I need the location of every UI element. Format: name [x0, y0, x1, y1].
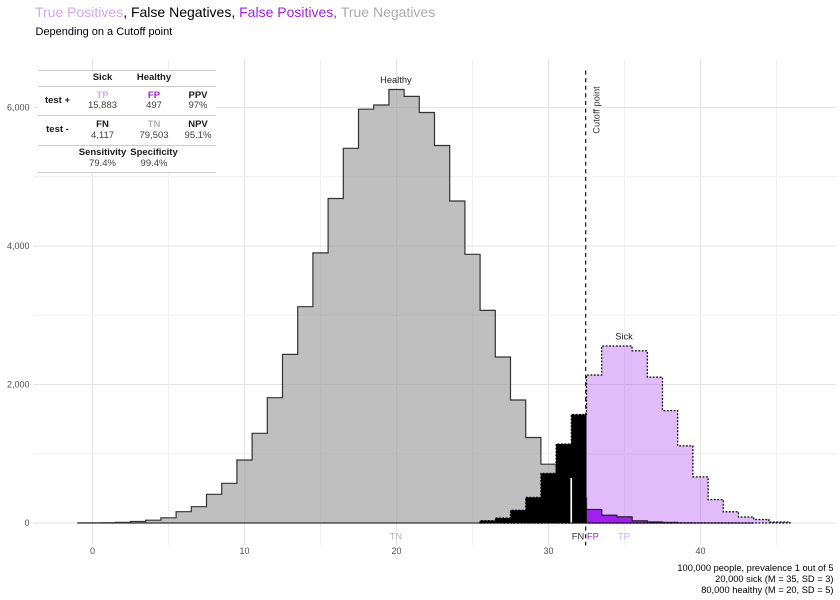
svg-text:40: 40: [695, 546, 705, 556]
svg-text:0: 0: [90, 546, 95, 556]
svg-text:TN: TN: [390, 532, 402, 542]
svg-text:FN: FN: [572, 532, 584, 542]
svg-text:Cutoff point: Cutoff point: [592, 86, 602, 134]
svg-text:6,000: 6,000: [7, 103, 30, 113]
svg-text:2,000: 2,000: [7, 380, 30, 390]
svg-text:0: 0: [24, 518, 29, 528]
svg-text:Healthy: Healthy: [380, 75, 412, 85]
svg-text:20: 20: [391, 546, 401, 556]
svg-text:Sick: Sick: [615, 332, 633, 342]
svg-text:TP: TP: [618, 532, 630, 542]
svg-text:FP: FP: [587, 532, 599, 542]
svg-text:4,000: 4,000: [7, 241, 30, 251]
svg-text:30: 30: [543, 546, 553, 556]
svg-text:10: 10: [239, 546, 249, 556]
